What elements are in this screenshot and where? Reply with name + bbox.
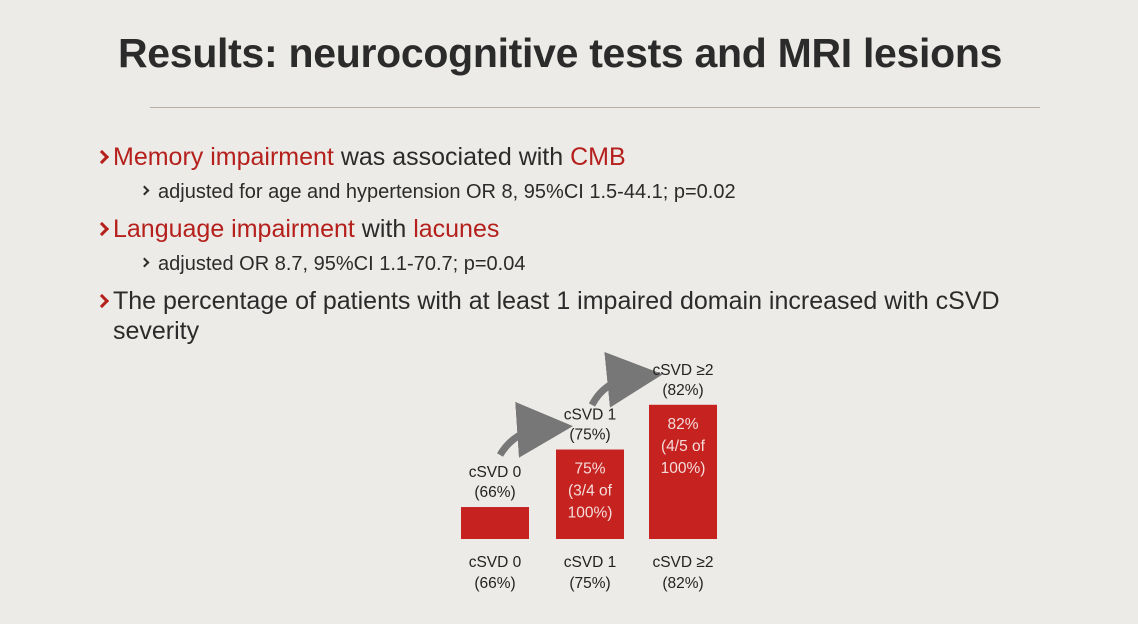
- bar-category-label: cSVD 0: [469, 464, 522, 481]
- x-tick-label: cSVD 0: [469, 554, 522, 571]
- bar: [649, 404, 717, 539]
- value-label: (82%): [662, 382, 703, 399]
- bullet: The percentage of patients with at least…: [95, 286, 1055, 346]
- bar: [556, 449, 624, 539]
- bullet-text: Language impairment: [113, 215, 355, 243]
- bar-inner-label: (3/4 of: [568, 483, 613, 500]
- x-tick-label: (75%): [569, 575, 610, 592]
- slide-title: Results: neurocognitive tests and MRI le…: [118, 30, 1003, 76]
- bar-inner-label: 100%): [661, 460, 706, 477]
- x-tick-label: (66%): [474, 575, 515, 592]
- bar-category-label: cSVD 1: [564, 407, 617, 424]
- value-label: (75%): [569, 427, 610, 444]
- bar: [461, 507, 529, 539]
- bullet-text: was associated with: [333, 143, 571, 171]
- bullet-text: CMB: [570, 143, 626, 171]
- bullet-text: with: [354, 215, 414, 243]
- bar-inner-label: 82%: [667, 416, 698, 433]
- x-tick-label: (82%): [662, 575, 703, 592]
- bullet: Language impairment with lacunes: [95, 214, 1055, 244]
- sub-bullet: adjusted OR 8.7, 95%CI 1.1-70.7; p=0.04: [140, 250, 1055, 278]
- bullet-text: Memory impairment: [113, 143, 334, 171]
- bar-inner-label: 100%): [568, 505, 613, 522]
- bar-inner-label: (4/5 of: [661, 438, 706, 455]
- arrow: [588, 351, 663, 408]
- bullet-list: Memory impairment was associated with CM…: [95, 142, 1055, 352]
- bar-category-label: cSVD ≥2: [652, 362, 713, 379]
- x-tick-label: cSVD ≥2: [652, 554, 713, 571]
- divider: [150, 107, 1040, 108]
- bullet-text: lacunes: [413, 215, 500, 243]
- sub-bullet: adjusted for age and hypertension OR 8, …: [140, 178, 1055, 206]
- x-tick-label: cSVD 1: [564, 554, 617, 571]
- arrow: [496, 401, 573, 458]
- bullet: Memory impairment was associated with CM…: [95, 142, 1055, 172]
- value-label: (66%): [474, 484, 515, 501]
- bullet-text: The percentage of patients with at least…: [113, 287, 1007, 345]
- bar-inner-label: 75%: [574, 461, 605, 478]
